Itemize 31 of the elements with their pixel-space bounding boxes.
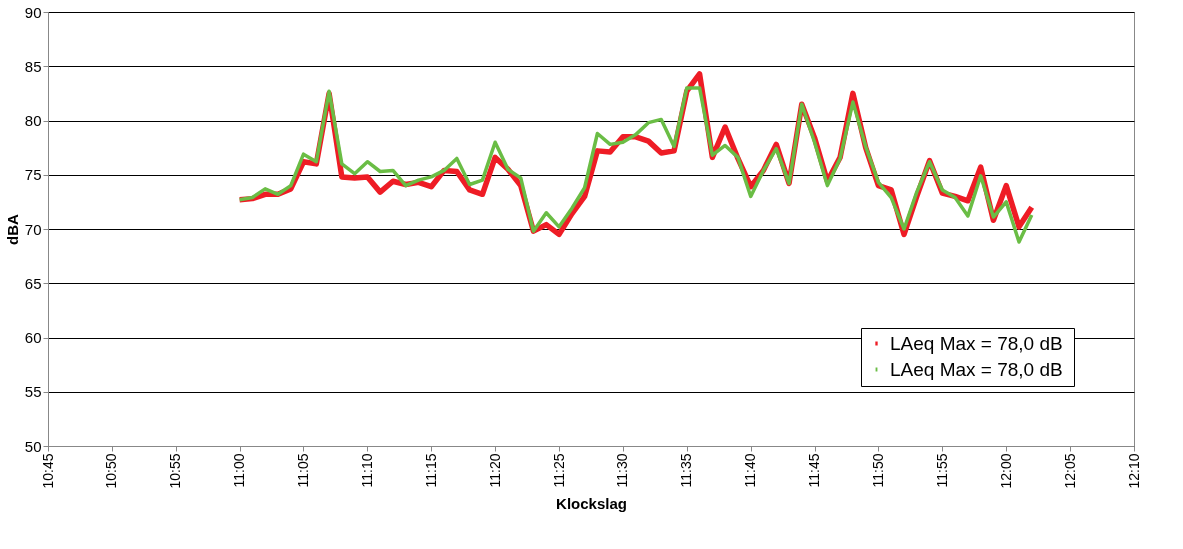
y-tick-label: 60	[24, 329, 42, 346]
x-tick-label: 11:30	[614, 453, 631, 488]
x-tick-label: 11:20	[486, 453, 503, 488]
x-axis-title: Klockslag	[556, 494, 627, 512]
y-tick-label: 90	[24, 3, 42, 21]
x-tick-label: 12:05	[1061, 453, 1078, 489]
x-tick-label: 10:50	[103, 453, 120, 489]
x-tick-label: 10:45	[39, 453, 56, 489]
y-tick-label: 70	[24, 220, 42, 238]
y-axis-title: dBA	[3, 213, 21, 245]
x-tick-label: 11:10	[358, 453, 375, 488]
x-tick-label: 11:15	[422, 453, 439, 488]
y-tick-label: 80	[24, 112, 42, 129]
x-tick-label: 11:45	[806, 453, 823, 488]
x-tick-label: 11:25	[550, 453, 567, 488]
x-tick-label: 12:10	[1125, 453, 1142, 489]
x-tick-label: 11:00	[231, 453, 248, 488]
x-tick-label: 11:40	[742, 453, 759, 488]
y-tick-label: 65	[24, 274, 42, 292]
x-tick-label: 10:55	[167, 453, 184, 489]
x-tick-label: 11:35	[678, 453, 695, 488]
x-tick-label: 11:55	[933, 453, 950, 488]
x-tick-label: 11:50	[869, 453, 886, 488]
legend-label: LAeq Max = 78,0 dB	[890, 358, 1063, 380]
y-tick-label: 75	[24, 166, 42, 184]
y-tick-label: 85	[24, 57, 42, 75]
legend-label: LAeq Max = 78,0 dB	[890, 332, 1063, 354]
x-tick-label: 11:05	[295, 453, 311, 488]
y-tick-label: 55	[24, 383, 42, 401]
y-tick-label: 50	[24, 437, 42, 455]
x-tick-label: 12:00	[997, 453, 1014, 489]
